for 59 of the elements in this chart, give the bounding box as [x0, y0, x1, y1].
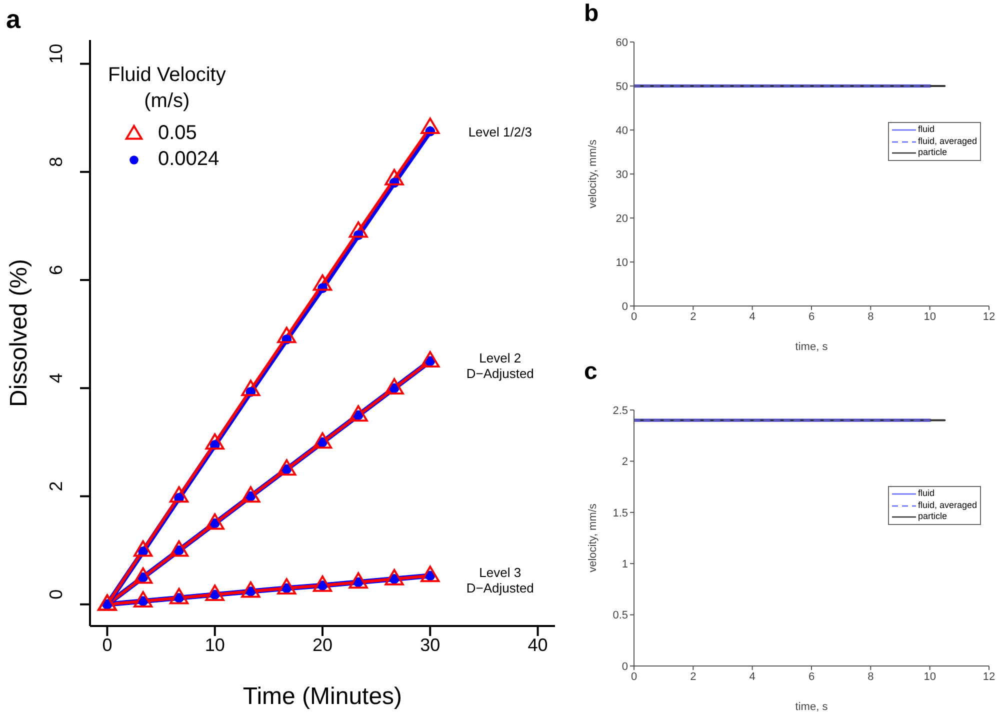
- y-tick-label: 6: [46, 265, 66, 276]
- legend-label: 0.0024: [158, 147, 220, 172]
- x-tick-label: 12: [982, 310, 996, 323]
- legend-label: fluid: [918, 488, 934, 500]
- y-tick-label: 2: [622, 456, 628, 468]
- x-tick-label: 4: [749, 310, 756, 323]
- y-tick-label: 2: [46, 481, 66, 492]
- y-tick-label: 30: [616, 168, 628, 181]
- y-tick-label: 0: [46, 589, 66, 600]
- x-tick-label: 10: [204, 634, 225, 655]
- y-tick-label: 0: [622, 300, 628, 313]
- y-tick-label: 10: [616, 256, 628, 269]
- y-tick-label: 1.5: [612, 507, 628, 520]
- x-axis-title: time, s: [795, 701, 828, 713]
- legend-title: Fluid Velocity (m/s): [108, 63, 226, 114]
- y-tick-label: 0.5: [612, 610, 628, 622]
- x-tick-label: 8: [868, 670, 874, 683]
- y-tick-label: 40: [616, 124, 628, 137]
- x-tick-label: 2: [690, 310, 696, 323]
- y-axis-title: velocity, mm/s: [586, 503, 599, 572]
- x-tick-label: 20: [312, 634, 333, 655]
- x-tick-label: 0: [630, 670, 638, 683]
- x-tick-label: 2: [690, 670, 696, 683]
- y-tick-label: 1: [622, 558, 628, 571]
- x-tick-label: 12: [982, 670, 996, 683]
- x-tick-label: 10: [924, 310, 936, 323]
- x-axis-title: Time (Minutes): [242, 683, 402, 710]
- annotation: Level 2 D−Adjusted: [466, 350, 534, 380]
- y-tick-label: 0: [622, 660, 628, 673]
- legend-label: particle: [918, 511, 947, 524]
- legend-label: particle: [918, 147, 947, 160]
- x-tick-label: 30: [420, 634, 440, 655]
- x-tick-label: 0: [630, 310, 638, 323]
- legend-label: fluid, averaged: [918, 500, 977, 512]
- chart-title: c: [584, 358, 598, 386]
- x-tick-label: 4: [749, 670, 756, 683]
- annotation: Level 3 D−Adjusted: [466, 564, 534, 596]
- x-axis-title: time, s: [795, 341, 828, 353]
- y-axis-title: velocity, mm/s: [586, 139, 599, 208]
- x-tick-label: 6: [808, 670, 815, 683]
- y-tick-label: 20: [616, 212, 628, 225]
- x-tick-label: 8: [868, 310, 874, 323]
- y-tick-label: 10: [46, 44, 66, 64]
- x-tick-label: 0: [102, 634, 112, 655]
- y-tick-label: 8: [46, 156, 66, 167]
- y-tick-label: 60: [616, 36, 628, 49]
- legend-label: fluid: [918, 124, 934, 136]
- y-tick-label: 50: [616, 80, 628, 93]
- y-tick-label: 4: [46, 373, 66, 384]
- y-tick-label: 2.5: [612, 404, 628, 417]
- x-tick-label: 10: [924, 670, 936, 683]
- x-tick-label: 6: [808, 310, 815, 323]
- legend-label: fluid, averaged: [918, 136, 977, 148]
- legend-label: 0.05: [158, 121, 197, 146]
- x-tick-label: 40: [528, 634, 548, 655]
- annotation: Level 1/2/3: [468, 124, 532, 140]
- y-axis-title: Dissolved (%): [6, 258, 33, 408]
- chart-title: a: [6, 4, 20, 35]
- chart-title: b: [584, 0, 599, 28]
